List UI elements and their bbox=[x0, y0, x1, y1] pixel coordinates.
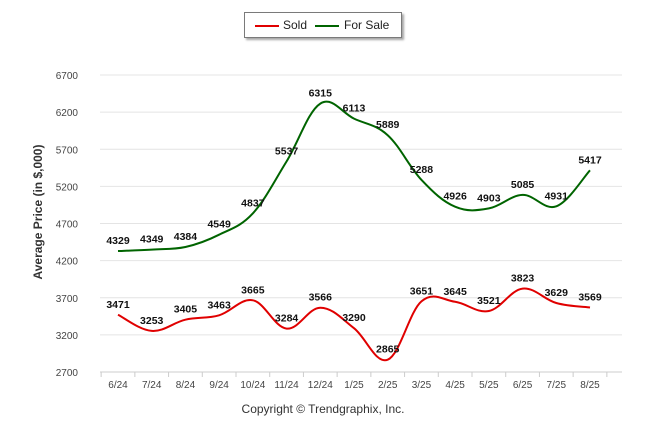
data-label-sold-1: 3253 bbox=[140, 315, 164, 327]
data-label-for-sale-8: 5889 bbox=[376, 119, 400, 131]
data-labels: 3471 3253 3405 3463 3665 3284 3566 3290 2865 3651… bbox=[106, 88, 602, 356]
legend-label-for-sale: For Sale bbox=[344, 18, 390, 32]
data-label-sold-3: 3463 bbox=[207, 299, 231, 311]
x-tick-label-3-25: 3/25 bbox=[412, 380, 432, 391]
data-label-for-sale-2: 4384 bbox=[174, 231, 198, 243]
data-label-for-sale-14: 5417 bbox=[578, 154, 602, 166]
x-tick-label-8-25: 8/25 bbox=[580, 380, 600, 391]
y-tick-label-4200: 4200 bbox=[56, 257, 79, 268]
data-label-sold-8: 2865 bbox=[376, 344, 400, 356]
data-label-sold-0: 3471 bbox=[106, 299, 130, 311]
data-label-for-sale-13: 4931 bbox=[545, 190, 569, 202]
data-label-sold-14: 3569 bbox=[578, 291, 602, 303]
y-axis-label: Average Price (in $,000) bbox=[31, 145, 45, 280]
x-tick-label-10-24: 10/24 bbox=[240, 380, 265, 391]
x-tick-label-8-24: 8/24 bbox=[176, 380, 196, 391]
x-axis-ticks: 6/24 7/24 8/24 9/24 10/24 11/24 12/24 1/25 2/25 3… bbox=[100, 371, 622, 391]
data-label-for-sale-10: 4926 bbox=[443, 191, 467, 203]
x-tick-label-7-24: 7/24 bbox=[142, 380, 162, 391]
y-tick-label-6700: 6700 bbox=[56, 71, 79, 82]
x-tick-label-6-24: 6/24 bbox=[108, 380, 128, 391]
y-tick-label-4700: 4700 bbox=[56, 220, 79, 231]
data-label-sold-12: 3823 bbox=[511, 273, 535, 285]
x-tick-label-11-24: 11/24 bbox=[274, 380, 299, 391]
data-label-for-sale-7: 6113 bbox=[343, 103, 366, 115]
x-tick-label-9-24: 9/24 bbox=[209, 380, 229, 391]
x-tick-label-12-24: 12/24 bbox=[308, 380, 333, 391]
data-label-for-sale-12: 5085 bbox=[511, 179, 535, 191]
legend-swatch-for-sale bbox=[315, 25, 339, 27]
y-tick-label-5700: 5700 bbox=[56, 145, 79, 156]
data-label-for-sale-1: 4349 bbox=[140, 234, 164, 246]
data-label-sold-13: 3629 bbox=[545, 287, 569, 299]
y-tick-label-3200: 3200 bbox=[56, 331, 79, 342]
data-label-sold-10: 3645 bbox=[443, 286, 467, 298]
data-label-sold-9: 3651 bbox=[410, 285, 434, 297]
x-tick-label-2-25: 2/25 bbox=[378, 380, 398, 391]
x-tick-label-6-25: 6/25 bbox=[513, 380, 533, 391]
y-tick-label-5200: 5200 bbox=[56, 182, 79, 193]
data-label-sold-11: 3521 bbox=[477, 295, 501, 307]
data-label-sold-6: 3566 bbox=[309, 292, 333, 304]
y-axis-ticks: 2700 3200 3700 4200 4700 5200 5700 6200 6700 bbox=[56, 71, 79, 379]
data-label-for-sale-0: 4329 bbox=[106, 235, 130, 247]
data-label-sold-7: 3290 bbox=[342, 312, 366, 324]
data-label-for-sale-3: 4549 bbox=[207, 219, 231, 231]
data-label-for-sale-6: 6315 bbox=[309, 88, 333, 100]
legend: Sold For Sale bbox=[244, 12, 402, 38]
x-tick-label-1-25: 1/25 bbox=[344, 380, 364, 391]
data-label-for-sale-4: 4837 bbox=[241, 197, 265, 209]
data-label-sold-5: 3284 bbox=[275, 313, 299, 325]
x-tick-label-4-25: 4/25 bbox=[445, 380, 465, 391]
series-lines bbox=[117, 100, 591, 362]
series-line-for-sale bbox=[117, 100, 591, 253]
data-label-sold-4: 3665 bbox=[241, 284, 265, 296]
y-tick-label-6200: 6200 bbox=[56, 108, 79, 119]
y-tick-label-3700: 3700 bbox=[56, 294, 79, 305]
data-label-for-sale-11: 4903 bbox=[477, 192, 501, 204]
copyright-credit: Copyright © Trendgraphix, Inc. bbox=[241, 402, 405, 416]
x-tick-label-7-25: 7/25 bbox=[547, 380, 567, 391]
data-label-sold-2: 3405 bbox=[174, 304, 198, 316]
y-tick-label-2700: 2700 bbox=[56, 368, 79, 379]
legend-label-sold: Sold bbox=[283, 18, 308, 32]
data-label-for-sale-9: 5288 bbox=[410, 164, 434, 176]
series-line-sold bbox=[117, 287, 591, 362]
legend-swatch-sold bbox=[255, 25, 279, 27]
x-tick-label-5-25: 5/25 bbox=[479, 380, 499, 391]
data-label-for-sale-5: 5537 bbox=[275, 145, 299, 157]
gridlines bbox=[100, 74, 622, 373]
